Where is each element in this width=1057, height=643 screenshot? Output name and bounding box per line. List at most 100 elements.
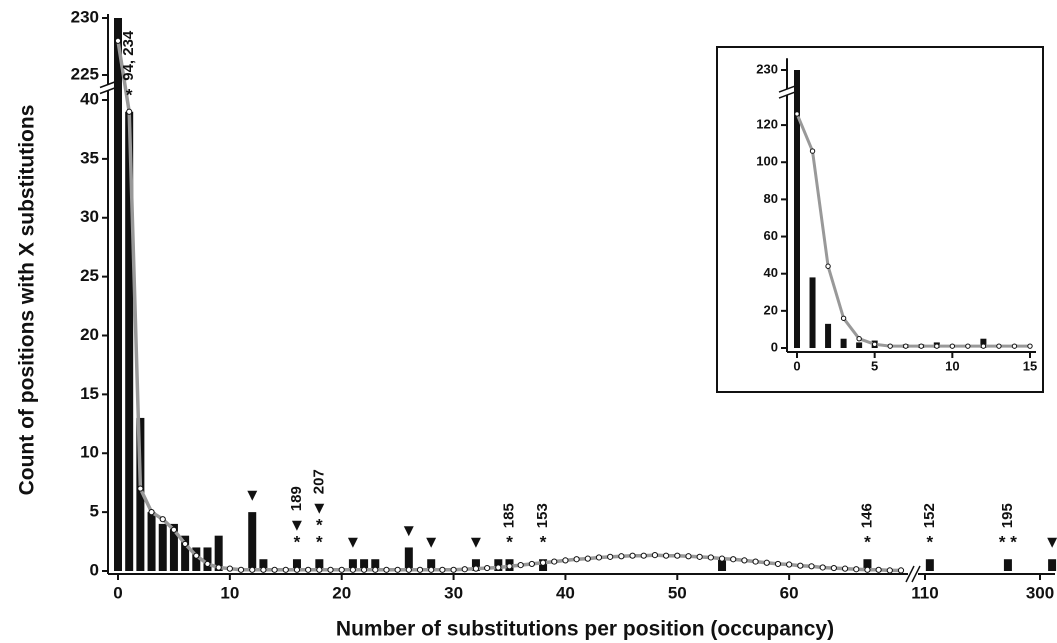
fit-point bbox=[484, 564, 491, 572]
fit-point bbox=[607, 553, 614, 560]
annotation-mark: ▼ bbox=[400, 521, 417, 540]
bar bbox=[348, 559, 357, 571]
annotation-label: 153 bbox=[534, 503, 551, 528]
fit-point bbox=[148, 509, 155, 516]
fit-point bbox=[428, 566, 435, 573]
fit-point bbox=[640, 552, 647, 559]
y-tick-label: 120 bbox=[756, 117, 778, 132]
annotation-mark: ▼ bbox=[289, 516, 306, 535]
fit-point bbox=[562, 557, 569, 564]
fit-point bbox=[797, 562, 804, 569]
y-tick-label: 30 bbox=[80, 207, 99, 226]
bar bbox=[214, 535, 223, 571]
x-tick-label: 60 bbox=[780, 583, 799, 602]
fit-point bbox=[316, 566, 323, 573]
y-tick-label: 40 bbox=[80, 89, 99, 108]
annotation-label: 185 bbox=[500, 503, 517, 528]
y-tick-label: 10 bbox=[80, 443, 99, 462]
x-tick-label: 15 bbox=[1023, 358, 1037, 373]
fit-point bbox=[461, 566, 468, 573]
annotation-mark: ▼ bbox=[423, 533, 440, 552]
fit-point bbox=[707, 554, 714, 561]
y-tick-label: 35 bbox=[80, 148, 99, 167]
fit-point bbox=[825, 263, 831, 269]
bar bbox=[471, 559, 480, 571]
fit-point bbox=[897, 567, 905, 574]
bar bbox=[840, 338, 847, 348]
bar bbox=[427, 559, 436, 571]
fit-point bbox=[293, 566, 301, 573]
fit-point bbox=[271, 566, 278, 573]
annotation-mark: * bbox=[506, 533, 513, 552]
fit-point bbox=[360, 566, 368, 573]
annotation-mark: * bbox=[294, 533, 301, 552]
bar bbox=[169, 523, 178, 571]
fit-point bbox=[774, 560, 782, 568]
axis-break bbox=[905, 565, 915, 583]
fit-point bbox=[327, 566, 334, 573]
fit-point bbox=[685, 553, 692, 560]
fit-point bbox=[282, 566, 289, 573]
axis-break bbox=[778, 91, 796, 99]
fit-point bbox=[1011, 343, 1018, 349]
fit-point bbox=[763, 559, 770, 566]
y-tick-label: 40 bbox=[764, 265, 778, 280]
axis-break-gap bbox=[100, 84, 116, 91]
fit-point bbox=[875, 566, 882, 573]
fit-point bbox=[841, 565, 849, 572]
fit-point bbox=[305, 566, 312, 573]
fit-point bbox=[696, 553, 703, 560]
y-tick-label: 100 bbox=[756, 154, 778, 169]
bar bbox=[1003, 559, 1012, 571]
bar bbox=[315, 559, 324, 571]
annotation-mark: * bbox=[927, 533, 934, 552]
bar bbox=[371, 559, 380, 571]
fit-point bbox=[114, 37, 122, 44]
fit-point bbox=[886, 567, 893, 574]
bar bbox=[248, 512, 257, 571]
fit-point bbox=[170, 526, 178, 533]
fit-point bbox=[260, 566, 267, 573]
fit-point bbox=[528, 560, 535, 568]
annotation-label: 152 bbox=[921, 503, 938, 528]
fit-point bbox=[193, 552, 200, 559]
bar bbox=[809, 277, 816, 348]
axis-break-gap bbox=[779, 89, 795, 96]
bar bbox=[718, 559, 727, 571]
axis-break bbox=[99, 80, 117, 89]
fit-point bbox=[856, 336, 862, 342]
x-axis-label: Number of substitutions per position (oc… bbox=[336, 618, 834, 641]
fit-point bbox=[472, 565, 480, 572]
fit-point bbox=[394, 566, 401, 573]
annotation-mark: * * bbox=[999, 533, 1017, 552]
fit-point bbox=[934, 343, 940, 349]
fit-point bbox=[126, 108, 133, 115]
bar bbox=[125, 111, 134, 572]
y-axis-label: Count of positions with X substitutions bbox=[16, 105, 39, 496]
fit-point bbox=[903, 343, 909, 349]
fit-point bbox=[416, 566, 424, 573]
fit-point bbox=[871, 341, 878, 347]
x-tick-label: 300 bbox=[1026, 583, 1054, 602]
fit-point bbox=[741, 557, 748, 564]
fit-point bbox=[629, 552, 636, 559]
x-tick-label: 20 bbox=[332, 583, 351, 602]
fit-point bbox=[980, 343, 987, 349]
fit-point bbox=[237, 566, 245, 573]
fit-point bbox=[204, 560, 211, 568]
y-tick-label: 0 bbox=[771, 339, 778, 354]
fit-point bbox=[718, 555, 726, 562]
fit-point bbox=[551, 558, 558, 565]
fit-point bbox=[182, 540, 189, 548]
bar bbox=[259, 559, 268, 571]
annotation-mark: ▼ bbox=[344, 533, 361, 552]
annotation-mark: ▼ bbox=[468, 533, 485, 552]
fit-point bbox=[226, 565, 233, 572]
axis-break-gap bbox=[908, 566, 918, 582]
annotation-mark: * bbox=[316, 516, 323, 535]
x-tick-label: 5 bbox=[871, 358, 878, 373]
y-tick-label: 0 bbox=[90, 560, 99, 579]
annotation-mark: * bbox=[316, 533, 323, 552]
fit-point bbox=[349, 566, 356, 573]
